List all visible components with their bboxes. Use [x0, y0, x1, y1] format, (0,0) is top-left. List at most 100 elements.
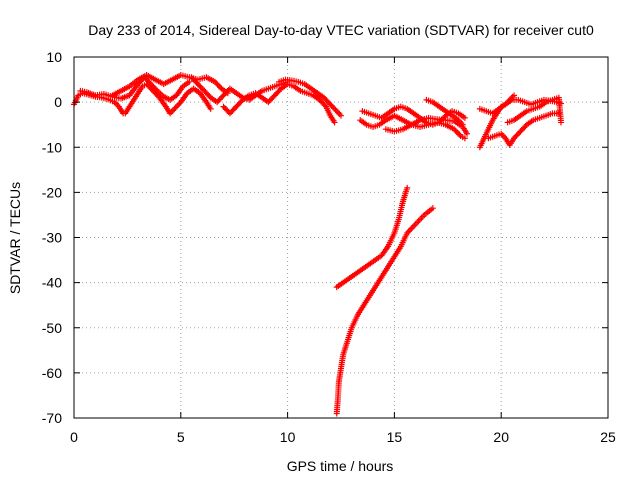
data-point-marker — [403, 186, 410, 193]
data-point-marker — [192, 78, 199, 85]
data-point-marker — [237, 99, 244, 106]
x-tick-label: 20 — [493, 429, 509, 445]
data-point-marker — [395, 218, 402, 225]
data-point-marker — [230, 106, 237, 113]
data-point-marker — [153, 91, 160, 98]
data-point-marker — [344, 276, 351, 283]
data-point-marker — [553, 110, 560, 117]
data-point-marker — [379, 272, 386, 279]
data-point-marker — [205, 91, 212, 98]
data-point-marker — [198, 85, 205, 92]
data-point-marker — [362, 120, 369, 127]
data-point-marker — [150, 75, 157, 82]
x-tick-label: 0 — [70, 429, 78, 445]
data-point-marker — [244, 93, 251, 100]
data-point-marker — [547, 111, 554, 118]
data-point-marker — [338, 280, 345, 287]
data-point-marker — [415, 118, 422, 125]
data-point-marker — [324, 98, 331, 105]
data-point-marker — [456, 131, 463, 138]
data-point-marker — [514, 131, 521, 138]
data-point-marker — [411, 222, 418, 229]
data-point-marker — [508, 117, 515, 124]
data-point-marker — [336, 111, 343, 118]
series-track-c — [122, 81, 214, 117]
series-track-i — [333, 205, 436, 417]
y-tick-label: -10 — [42, 139, 62, 155]
data-point-marker — [403, 231, 410, 238]
data-point-marker — [515, 113, 522, 120]
data-point-marker — [231, 88, 238, 95]
data-point-marker — [167, 77, 174, 84]
chart-title: Day 233 of 2014, Sidereal Day-to-day VTE… — [88, 22, 594, 38]
x-axis-label: GPS time / hours — [287, 458, 394, 474]
data-point-marker — [124, 84, 131, 91]
data-point-marker — [257, 93, 264, 100]
data-point-marker — [532, 99, 539, 106]
data-point-marker — [364, 262, 371, 269]
data-point-marker — [370, 111, 377, 118]
x-tick-label: 15 — [387, 429, 403, 445]
data-point-marker — [449, 117, 456, 124]
data-point-marker — [224, 88, 231, 95]
data-points — [71, 72, 565, 417]
y-tick-label: -40 — [42, 275, 62, 291]
data-point-marker — [351, 271, 358, 278]
data-point-marker — [320, 100, 327, 107]
series-track-f — [220, 81, 338, 126]
data-point-marker — [509, 136, 516, 143]
series-track-m — [423, 96, 466, 128]
data-point-marker — [183, 91, 190, 98]
data-point-marker — [339, 353, 346, 360]
data-point-marker — [453, 116, 460, 123]
data-point-marker — [354, 313, 361, 320]
data-point-marker — [295, 86, 302, 93]
data-point-marker — [481, 107, 488, 114]
series-track-h — [333, 184, 411, 291]
data-point-marker — [389, 107, 396, 114]
data-point-marker — [175, 101, 182, 108]
x-tick-label: 10 — [280, 429, 296, 445]
data-point-marker — [363, 109, 370, 116]
data-point-marker — [528, 106, 535, 113]
data-point-marker — [326, 110, 333, 117]
data-point-marker — [171, 93, 178, 100]
data-point-marker — [81, 88, 88, 95]
data-point-marker — [330, 117, 337, 124]
data-point-marker — [547, 97, 554, 104]
data-point-marker — [308, 91, 315, 98]
data-point-marker — [528, 118, 535, 125]
data-point-marker — [399, 200, 406, 207]
data-point-marker — [497, 105, 504, 112]
data-point-marker — [224, 107, 231, 114]
data-point-marker — [74, 94, 81, 101]
data-point-marker — [383, 245, 390, 252]
data-point-marker — [178, 84, 185, 91]
data-point-marker — [269, 84, 276, 91]
data-point-marker — [427, 98, 434, 105]
data-point-marker — [348, 326, 355, 333]
data-point-marker — [534, 115, 541, 122]
y-tick-label: 10 — [46, 49, 62, 65]
data-point-marker — [492, 112, 499, 119]
data-point-marker — [462, 129, 469, 136]
data-point-marker — [500, 102, 507, 109]
data-point-marker — [147, 85, 154, 92]
data-point-marker — [169, 107, 176, 114]
series-track-b — [77, 74, 193, 103]
data-point-marker — [453, 109, 460, 116]
y-axis-label: SDTVAR / TECUs — [7, 182, 23, 294]
series-track-p — [485, 110, 562, 148]
data-point-marker — [138, 85, 145, 92]
y-tick-label: -20 — [42, 184, 62, 200]
y-tick-label: -30 — [42, 230, 62, 246]
data-point-marker — [114, 102, 121, 109]
data-point-marker — [419, 213, 426, 220]
data-point-marker — [480, 137, 487, 144]
data-point-marker — [381, 118, 388, 125]
data-point-marker — [489, 133, 496, 140]
data-point-marker — [286, 77, 293, 84]
y-tick-label: -50 — [42, 320, 62, 336]
series-track-g — [276, 76, 344, 119]
